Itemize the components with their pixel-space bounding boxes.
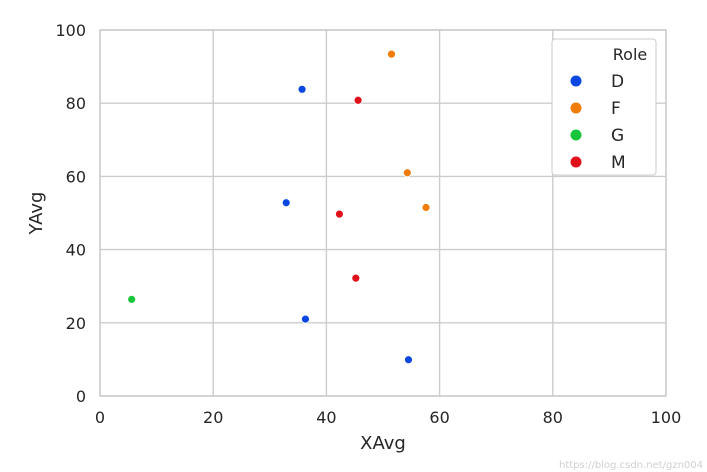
y-tick-label: 20	[66, 314, 86, 333]
x-tick-label: 20	[203, 408, 223, 427]
legend-marker-m	[570, 156, 582, 168]
y-axis-label: YAvg	[26, 192, 47, 236]
data-point-d	[297, 84, 307, 94]
data-point-g	[127, 294, 137, 304]
x-axis-label: XAvg	[360, 433, 406, 454]
legend-marker-f	[570, 102, 582, 114]
x-tick-label: 40	[316, 408, 336, 427]
legend-label-m: M	[611, 153, 626, 173]
plot-frame	[99, 29, 667, 397]
data-point-m	[335, 209, 344, 219]
x-tick-label: 100	[651, 408, 682, 427]
data-point-d	[281, 198, 291, 208]
tick-labels: 0 20 40 60 80 100 0 20 40 60 80 100	[55, 21, 681, 427]
x-tick-label: 80	[543, 408, 563, 427]
data-point-d	[404, 355, 413, 365]
data-point-f	[387, 49, 396, 59]
x-tick-label: 60	[429, 408, 449, 427]
x-tick-label: 0	[95, 408, 105, 427]
data-points	[127, 49, 431, 365]
plot-border	[99, 29, 667, 397]
legend-marker-g	[570, 129, 582, 141]
legend-title: Role	[613, 45, 647, 64]
legend-box	[551, 38, 657, 176]
data-point-m	[351, 273, 361, 283]
y-tick-label: 40	[66, 241, 86, 260]
data-point-f	[402, 168, 412, 178]
watermark-text: https://blog.csdn.net/gzn004	[559, 460, 703, 471]
legend-label-g: G	[611, 126, 624, 146]
data-point-m	[353, 95, 363, 105]
y-tick-label: 60	[66, 167, 86, 186]
y-tick-label: 0	[76, 387, 86, 406]
legend-label-d: D	[611, 72, 624, 92]
data-point-d	[301, 314, 310, 324]
y-tick-label: 80	[66, 94, 86, 113]
legend-label-f: F	[611, 99, 621, 119]
legend-marker-d	[570, 75, 582, 87]
data-point-f	[421, 203, 431, 212]
y-tick-label: 100	[55, 21, 86, 40]
